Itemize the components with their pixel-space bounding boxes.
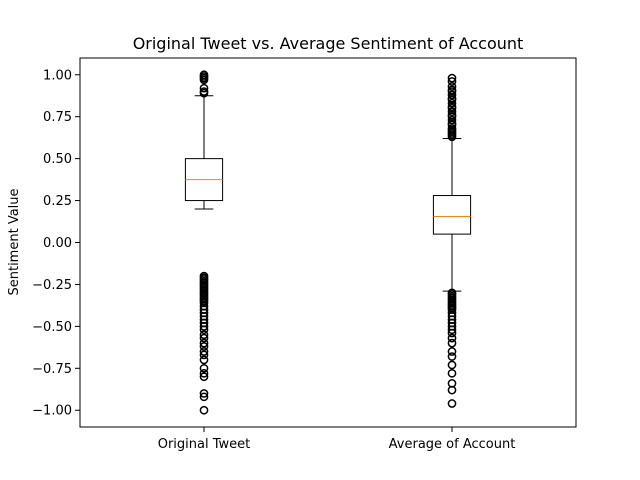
outlier-point	[447, 98, 457, 108]
outlier-point	[447, 115, 457, 125]
outlier-point	[199, 322, 209, 331]
y-tick-label: 0.50	[43, 152, 72, 167]
axes-frame	[79, 57, 577, 428]
outlier-point	[199, 405, 209, 415]
outlier-point	[199, 355, 209, 365]
outlier-point	[447, 107, 457, 117]
y-tick-label: 0.75	[43, 110, 72, 125]
outlier-point	[447, 77, 457, 86]
outlier-point	[199, 88, 209, 98]
outlier-point	[447, 360, 457, 370]
outlier-point	[199, 338, 209, 348]
chart-title: Original Tweet vs. Average Sentiment of …	[133, 34, 524, 53]
outlier-point	[199, 333, 209, 343]
y-tick-label: −1.00	[32, 404, 72, 419]
plot-area	[184, 70, 472, 415]
outlier-point	[447, 368, 457, 378]
outlier-point	[447, 333, 457, 343]
outlier-point	[447, 347, 457, 356]
y-tick-label: −0.75	[32, 362, 72, 377]
outlier-point	[199, 363, 209, 373]
y-tick-label: −0.25	[32, 278, 72, 293]
x-tick-label: Average of Account	[389, 437, 516, 452]
outlier-point	[199, 389, 209, 398]
outlier-point	[199, 347, 209, 356]
y-tick-label: 0.00	[43, 236, 72, 251]
box-iqr	[432, 195, 472, 235]
outlier-point	[199, 392, 209, 402]
x-tick-label: Original Tweet	[158, 437, 251, 452]
outlier-point	[199, 372, 209, 382]
y-axis-label: Sentiment Value	[7, 188, 22, 295]
outlier-point	[447, 132, 457, 142]
y-tick-label: 1.00	[43, 68, 72, 83]
y-tick-label: −0.50	[32, 320, 72, 335]
outlier-point	[199, 83, 209, 93]
outlier-point	[199, 342, 209, 351]
outlier-point	[447, 73, 457, 83]
y-tick-label: 0.25	[43, 194, 72, 209]
outlier-point	[447, 338, 457, 348]
outlier-point	[199, 75, 209, 85]
outlier-point	[199, 368, 209, 378]
outlier-point	[447, 325, 457, 335]
outlier-point	[447, 90, 457, 100]
outlier-point	[199, 330, 209, 340]
outlier-point	[447, 385, 457, 395]
outlier-point	[447, 82, 457, 91]
outlier-point	[199, 350, 209, 360]
outlier-point	[447, 352, 457, 361]
outlier-point	[447, 399, 457, 408]
outlier-point	[447, 328, 457, 338]
outlier-point	[199, 325, 209, 335]
